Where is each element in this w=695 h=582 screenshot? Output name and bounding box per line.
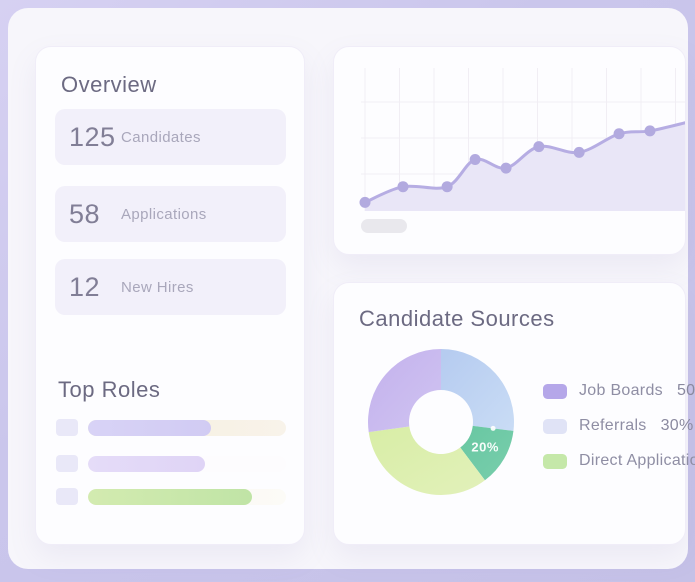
legend-label: Referrals — [579, 417, 647, 434]
role-bar-fill — [88, 489, 253, 505]
trend-line-chart — [359, 68, 685, 211]
stat-new-hires-label: New Hires — [121, 278, 194, 296]
donut-legend: Job Boards 50% Referrals 30% Direct Appl… — [543, 382, 695, 488]
stat-applications-label: Applications — [121, 205, 207, 223]
role-bar-track — [88, 456, 286, 472]
role-bar-row — [56, 419, 286, 436]
role-bar-row — [56, 488, 286, 505]
svg-text:20%: 20% — [471, 440, 499, 455]
stat-candidates: 125 Candidates — [55, 109, 286, 165]
role-bullet — [56, 488, 78, 505]
legend-swatch-job-boards — [543, 383, 567, 399]
legend-swatch-direct-applications — [543, 453, 567, 469]
stat-new-hires: 12 New Hires — [55, 259, 286, 315]
top-roles-title: Top Roles — [58, 377, 161, 402]
role-bar-track — [88, 489, 286, 505]
legend-swatch-referrals — [543, 418, 567, 434]
dashboard-panel: Overview 125 Candidates 58 Applications … — [8, 8, 695, 569]
chart-caption-skeleton — [361, 219, 407, 233]
overview-card: Overview 125 Candidates 58 Applications … — [35, 46, 305, 545]
role-bullet — [56, 455, 78, 472]
legend-pct: 30% — [660, 417, 694, 434]
role-bar-track — [88, 420, 286, 436]
stat-applications: 58 Applications — [55, 186, 286, 242]
stat-candidates-value: 125 — [69, 121, 116, 152]
stat-candidates-label: Candidates — [121, 128, 201, 146]
role-bar-row — [56, 455, 286, 472]
legend-item-job-boards: Job Boards 50% — [543, 382, 695, 399]
trend-chart-card — [333, 46, 686, 255]
legend-item-direct-applications: Direct Applications — [543, 452, 695, 469]
legend-item-referrals: Referrals 30% — [543, 417, 695, 434]
candidate-sources-title: Candidate Sources — [359, 306, 555, 331]
stat-applications-value: 58 — [69, 198, 101, 229]
legend-label: Job Boards — [579, 382, 663, 399]
role-bullet — [56, 419, 78, 436]
legend-label: Direct Applications — [579, 452, 695, 469]
stat-new-hires-value: 12 — [69, 271, 101, 302]
candidate-sources-card: Candidate Sources 20% Job Boards 50% Ref… — [333, 282, 695, 545]
candidate-sources-donut-chart: 20% — [368, 349, 514, 495]
legend-pct: 50% — [676, 382, 695, 399]
role-bar-fill — [88, 456, 205, 472]
role-bar-fill — [88, 420, 211, 436]
overview-title: Overview — [61, 72, 157, 97]
